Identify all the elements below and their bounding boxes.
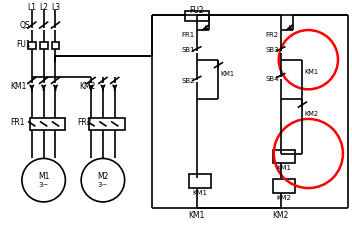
Text: L2: L2	[39, 3, 48, 12]
Text: FU2: FU2	[189, 6, 204, 15]
Text: SB4: SB4	[265, 76, 279, 82]
Text: FR1: FR1	[10, 118, 25, 127]
Bar	[189, 174, 210, 188]
Text: KM2: KM2	[304, 111, 319, 117]
Text: KM2: KM2	[79, 82, 95, 91]
Text: 3~: 3~	[98, 182, 108, 188]
Bar	[89, 118, 125, 130]
Text: KM1: KM1	[276, 165, 291, 171]
Text: 3~: 3~	[38, 182, 49, 188]
Text: QS: QS	[20, 21, 31, 30]
Text: FR2: FR2	[77, 118, 92, 127]
Text: SB1: SB1	[181, 47, 195, 53]
Text: FR2: FR2	[266, 32, 279, 38]
Text: KM1: KM1	[304, 68, 319, 74]
Bar	[30, 118, 65, 130]
Text: KM2: KM2	[272, 211, 289, 220]
Bar	[51, 42, 59, 49]
Text: SB3: SB3	[265, 47, 279, 53]
Bar	[185, 11, 209, 21]
Bar	[40, 42, 48, 49]
Bar	[273, 150, 295, 164]
Text: FU1: FU1	[16, 40, 31, 49]
Text: KM1: KM1	[189, 211, 205, 220]
Text: L1: L1	[27, 3, 36, 12]
Bar	[273, 179, 295, 193]
Text: KM1: KM1	[192, 190, 207, 196]
Text: SB2: SB2	[181, 78, 195, 85]
Text: M2: M2	[97, 172, 108, 181]
Text: KM1: KM1	[10, 82, 26, 91]
Text: KM2: KM2	[276, 195, 291, 201]
Text: KM1: KM1	[220, 71, 234, 77]
Text: FR1: FR1	[182, 32, 195, 38]
Bar	[28, 42, 36, 49]
Text: L3: L3	[51, 3, 60, 12]
Text: M1: M1	[38, 172, 49, 181]
